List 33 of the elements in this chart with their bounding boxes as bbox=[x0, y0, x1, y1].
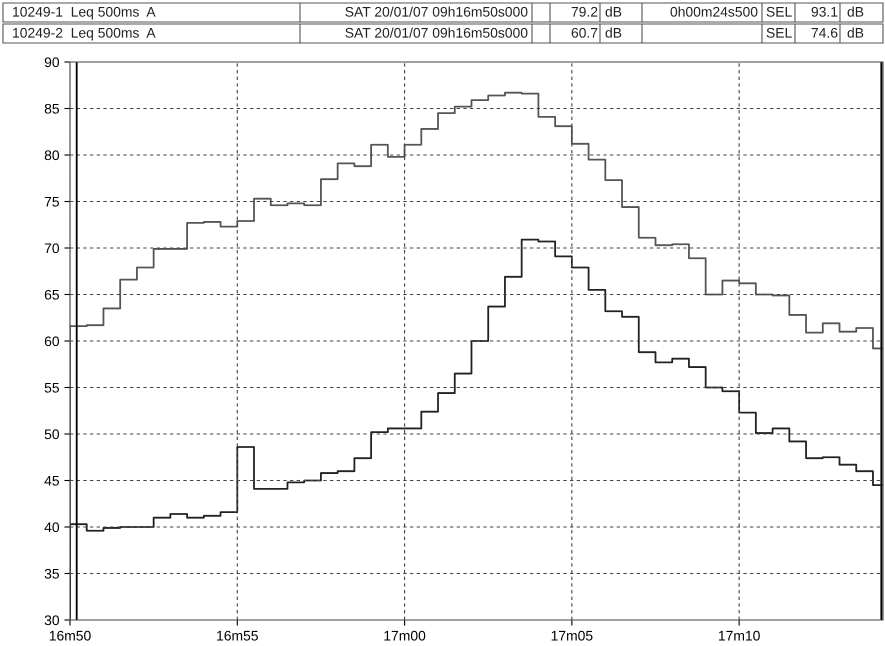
text: 10249-2 Leq 500ms A bbox=[13, 28, 156, 40]
text: dB bbox=[606, 28, 622, 38]
y-tick-label: 80 bbox=[44, 150, 60, 160]
y-tick-label: 55 bbox=[44, 382, 60, 393]
text: SAT 20/01/07 09h16m50s000 bbox=[345, 6, 528, 17]
y-tick-label: 50 bbox=[44, 429, 60, 440]
text: 0h00m24s500 bbox=[670, 6, 758, 17]
x-tick-label: 17m10 bbox=[718, 630, 760, 641]
y-tick-label: 30 bbox=[44, 615, 60, 626]
y-tick-label: 60 bbox=[44, 336, 60, 346]
y-tick-label: 70 bbox=[44, 243, 60, 254]
x-tick-label: 17m05 bbox=[552, 630, 593, 641]
y-tick-label: 40 bbox=[44, 522, 60, 532]
y-tick-label: 85 bbox=[44, 104, 60, 114]
x-tick-label: 16m50 bbox=[50, 630, 91, 641]
y-tick-label: 45 bbox=[44, 476, 60, 486]
text: 60.7 bbox=[572, 28, 598, 38]
text: dB bbox=[848, 6, 864, 17]
text: 79.2 bbox=[572, 6, 598, 17]
text: SEL bbox=[766, 28, 792, 38]
text: 93.1 bbox=[812, 6, 838, 17]
text: dB bbox=[606, 6, 622, 17]
y-tick-label: 35 bbox=[44, 568, 60, 579]
y-tick-label: 90 bbox=[44, 57, 60, 68]
text: 10249-1 Leq 500ms A bbox=[13, 6, 156, 20]
y-tick-label: 75 bbox=[44, 196, 60, 207]
x-tick-label: 17m00 bbox=[384, 630, 426, 641]
text: SAT 20/01/07 09h16m50s000 bbox=[345, 28, 528, 38]
text: dB bbox=[848, 28, 864, 38]
text: 74.6 bbox=[812, 28, 838, 38]
text: SEL bbox=[766, 6, 792, 17]
x-tick-label: 16m55 bbox=[217, 630, 258, 641]
y-tick-label: 65 bbox=[44, 290, 60, 300]
